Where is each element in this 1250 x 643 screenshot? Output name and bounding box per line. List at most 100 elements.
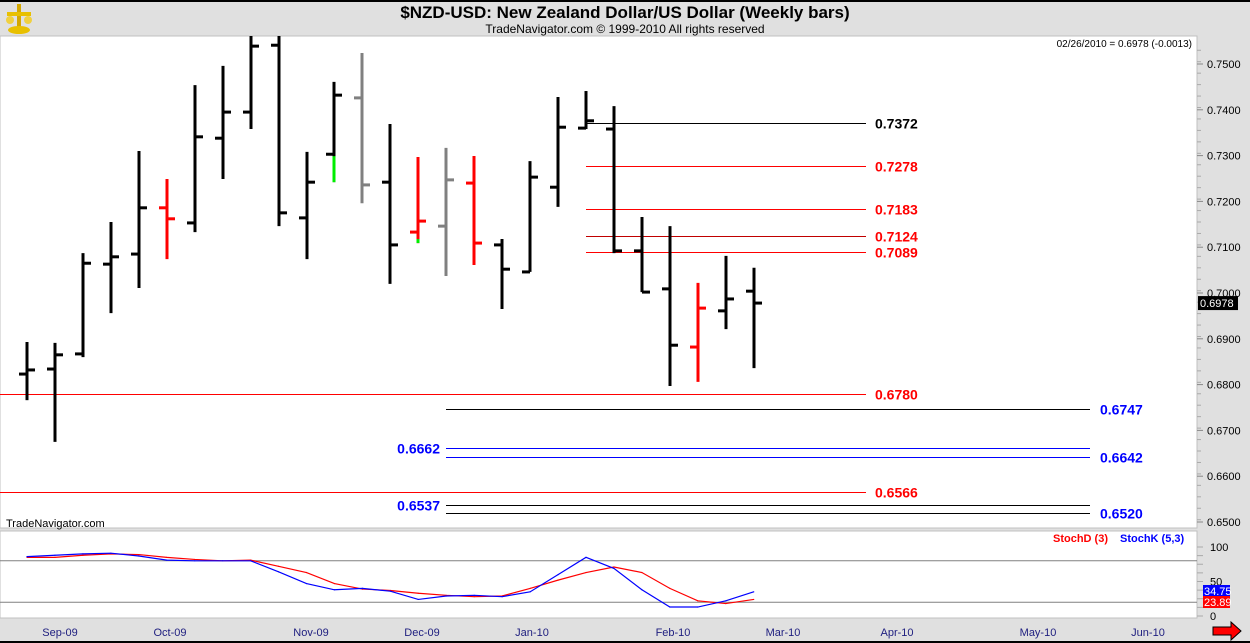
y-tick-label: 0.7300 [1207,151,1241,163]
stoch-y-tick-label: 0 [1210,611,1216,623]
ohlc-bar [410,156,426,244]
stoch-d-value: 23.89 [1204,597,1232,609]
ohlc-bar [271,36,287,227]
stoch-point [501,596,503,598]
ohlc-bar [159,178,175,260]
stoch-point [26,556,28,558]
stoch-point [333,589,336,591]
stoch-k-value-box [1203,585,1230,597]
level-label: 0.7372 [875,116,918,132]
stoch-point [529,587,531,590]
trade-navigator-logo-icon [6,4,32,34]
x-tick-label: Sep-09 [42,627,77,639]
ohlc-bar [299,151,315,260]
stoch-point [361,587,363,590]
stoch-point [110,552,112,554]
stoch-point [305,571,308,574]
chart-subtitle: TradeNavigator.com © 1999-2010 All right… [485,22,765,36]
stoch-point [194,558,196,561]
stoch-point [613,566,615,568]
ohlc-bar [19,342,35,401]
stoch-point [54,556,56,558]
stoch-point [389,590,391,592]
y-tick-label: 0.6500 [1207,517,1241,529]
y-tick-label: 0.6600 [1207,471,1241,483]
stoch-point [753,591,755,593]
stoch-point [669,606,671,608]
ohlc-bar [103,222,119,314]
ohlc-bar [494,238,510,310]
stoch-k-value: 34.75 [1204,586,1232,598]
stoch-point [585,571,587,574]
scroll-right-arrow-icon[interactable] [1212,620,1242,642]
current-price-box [1198,296,1238,311]
stoch-point [166,559,168,561]
stoch-point [473,596,475,598]
watermark: TradeNavigator.com [6,518,105,530]
ohlc-bar [75,253,91,358]
stoch-point [613,567,615,569]
y-tick-label: 0.7400 [1207,105,1241,117]
stoch-point [529,591,531,593]
stoch-point [138,553,140,556]
stoch-point [333,582,336,585]
x-tick-label: Feb-10 [656,627,691,639]
x-tick-label: Mar-10 [766,627,801,639]
level-label: 0.6566 [875,485,918,501]
stoch-point [417,592,419,594]
top-border [0,0,1250,2]
stoch-point [277,565,280,567]
chart-title: $NZD-USD: New Zealand Dollar/US Dollar (… [400,3,850,22]
level-label: 0.6747 [1100,402,1143,418]
x-tick-label: Jan-10 [515,627,549,639]
y-tick-label: 0.6700 [1207,425,1241,437]
x-tick-label: Jun-10 [1131,627,1165,639]
price-panel [0,35,1198,529]
level-label: 0.7278 [875,159,918,175]
stoch-point [557,574,559,576]
ohlc-bar [550,96,566,207]
current-price-label: 0.6978 [1200,298,1234,310]
ohlc-bar [215,65,231,179]
stoch-point [697,600,699,602]
stoch-point [641,589,643,591]
level-label: 0.7089 [875,245,918,261]
legend-stoch-k: StochK (5,3) [1120,533,1185,545]
legend-stoch-d: StochD (3) [1053,533,1108,545]
stochastic-panel [0,530,1198,619]
ohlc-bar [243,36,259,130]
stoch-point [669,587,671,590]
ohlc-bar [662,226,678,386]
stoch-point [305,582,308,585]
ohlc-bar [718,255,734,330]
level-label: 0.7124 [875,229,918,245]
stoch-point [641,571,643,574]
level-label: 0.7183 [875,202,918,218]
ohlc-bar [746,267,762,369]
stoch-point [82,554,84,556]
x-tick-label: Dec-09 [404,627,439,639]
stoch-d-value-box [1203,596,1230,608]
stoch-point [445,595,447,597]
stoch-point [473,594,475,596]
stoch-point [725,602,727,605]
last-quote: 02/26/2010 = 0.6978 (-0.0013) [1057,39,1192,50]
ohlc-bar [634,216,650,294]
ohlc-bar [438,147,454,277]
stoch-point [557,579,559,581]
ohlc-bar [466,156,482,266]
stoch-point [417,598,419,601]
stoch-y-tick-label: 100 [1210,542,1228,554]
level-label: 0.6662 [397,441,440,457]
level-label: 0.6537 [397,498,440,514]
y-tick-label: 0.7200 [1207,196,1241,208]
ohlc-bar [131,151,147,288]
ohlc-bar [522,161,538,274]
x-tick-label: May-10 [1020,627,1057,639]
ohlc-bar [47,342,63,442]
ohlc-bar [578,91,594,130]
x-tick-label: Nov-09 [293,627,328,639]
stoch-point [277,571,280,573]
level-label: 0.6642 [1100,450,1143,466]
